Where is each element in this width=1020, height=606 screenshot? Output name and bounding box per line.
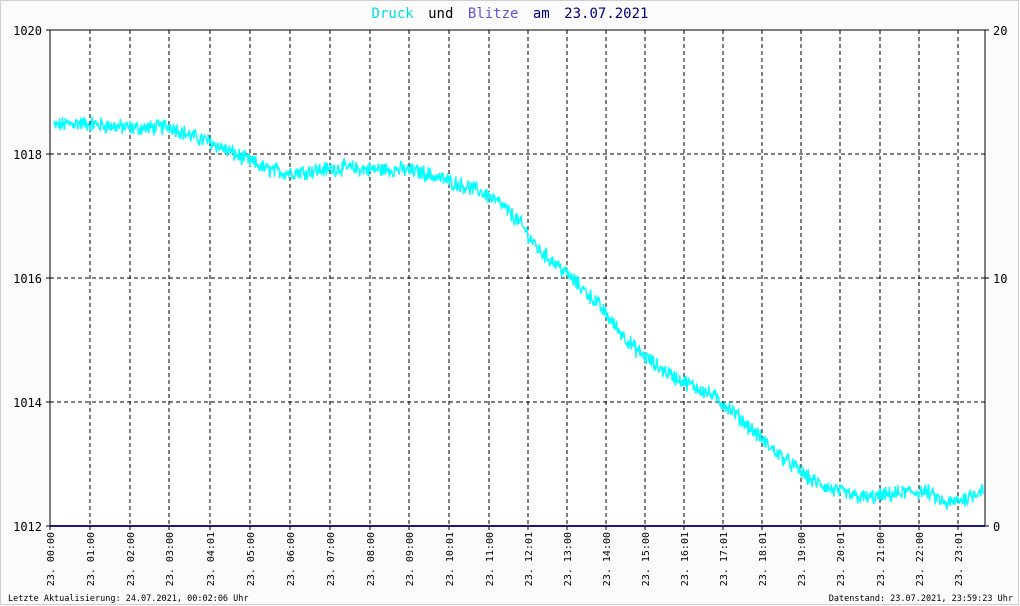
x-tick-label: 23. 20:01 (836, 532, 847, 586)
x-tick-label: 23. 19:00 (797, 532, 808, 586)
series-layer (50, 114, 985, 527)
tick-labels: 23. 00:00 23. 01:00 23. 02:00 23. 03:00 23. … (13, 24, 1007, 586)
y-left-tick-label: 1016 (13, 272, 42, 286)
y-right-tick-label: 10 (993, 272, 1007, 286)
footer-data-status: Datenstand: 23.07.2021, 23:59:23 Uhr (829, 594, 1013, 604)
x-tick-label: 23. 13:00 (563, 532, 574, 586)
title-series-blitze: Blitze (468, 6, 519, 22)
x-tick-label: 23. 11:00 (485, 532, 496, 586)
x-tick-label: 23. 09:00 (405, 532, 416, 586)
title-connector: und (428, 6, 453, 22)
y-right-tick-label: 0 (993, 520, 1000, 534)
x-tick-label: 23. 12:01 (524, 532, 535, 586)
y-left-tick-label: 1014 (13, 396, 42, 410)
y-left-tick-label: 1020 (13, 24, 42, 38)
y-right-tick-label: 20 (993, 24, 1007, 38)
title-date-prefix: am (533, 6, 550, 22)
x-tick-label: 23. 17:01 (719, 532, 730, 586)
x-tick-label: 23. 18:01 (758, 532, 769, 586)
axes-layer (49, 29, 986, 526)
x-tick-label: 23. 07:00 (326, 532, 337, 586)
x-tick-label: 23. 23:01 (954, 532, 965, 586)
chart-title: Druck und Blitze am 23.07.2021 (372, 6, 649, 22)
x-tick-label: 23. 01:00 (86, 532, 97, 586)
x-tick-label: 23. 22:00 (915, 532, 926, 586)
title-date: 23.07.2021 (564, 6, 648, 22)
x-tick-label: 23. 15:00 (641, 532, 652, 586)
y-left-tick-label: 1018 (13, 148, 42, 162)
y-left-tick-label: 1012 (13, 520, 42, 534)
x-tick-label: 23. 02:00 (126, 532, 137, 586)
x-tick-label: 23. 04:01 (206, 532, 217, 586)
x-tick-label: 23. 14:00 (602, 532, 613, 586)
x-tick-label: 23. 16:01 (680, 532, 691, 586)
series-line-druck (53, 114, 984, 511)
x-tick-label: 23. 21:00 (876, 532, 887, 586)
x-tick-label: 23. 10:01 (445, 532, 456, 586)
horizontal-gridlines (46, 29, 989, 527)
x-tick-label: 23. 06:00 (286, 532, 297, 586)
title-series-druck: Druck (372, 6, 415, 22)
x-tick-label: 23. 03:00 (165, 532, 176, 586)
x-tick-label: 23. 05:00 (246, 532, 257, 586)
footer-last-update: Letzte Aktualisierung: 24.07.2021, 00:02… (8, 594, 249, 604)
x-tick-label: 23. 08:00 (366, 532, 377, 586)
x-tick-label: 23. 00:00 (46, 532, 57, 586)
